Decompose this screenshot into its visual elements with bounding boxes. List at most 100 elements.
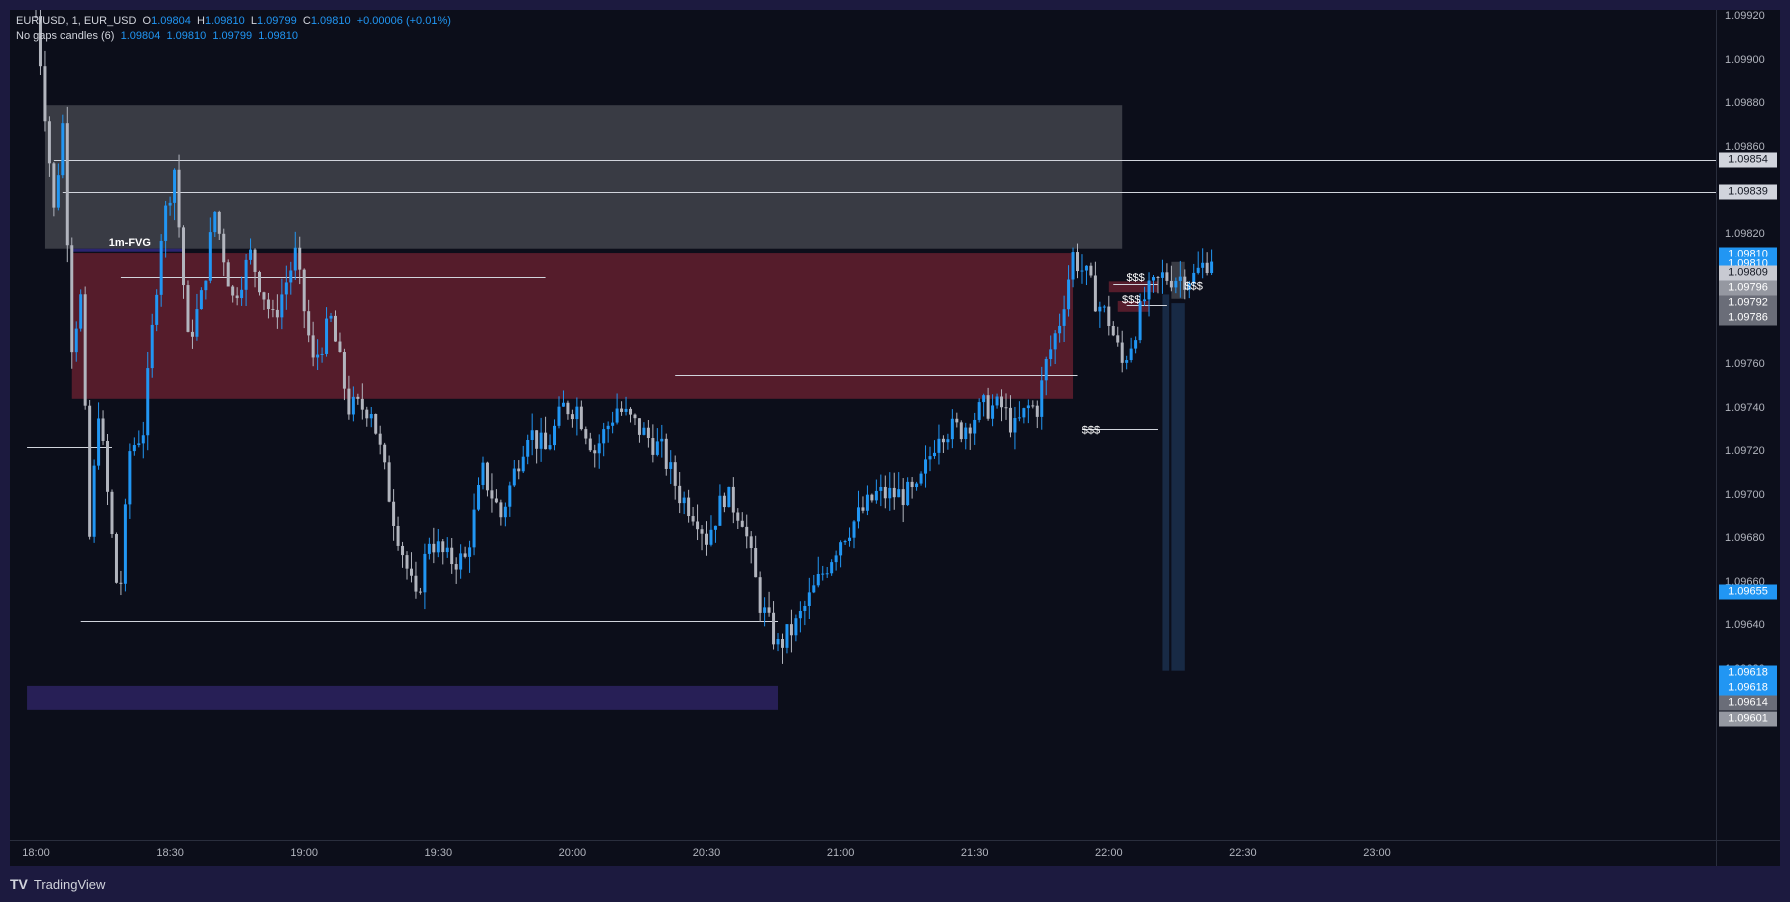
candle-body[interactable]: [620, 408, 624, 412]
candle-body[interactable]: [266, 299, 270, 310]
candle-body[interactable]: [548, 445, 552, 450]
candle-body[interactable]: [611, 422, 615, 426]
candle-body[interactable]: [812, 585, 816, 593]
candle-body[interactable]: [1102, 306, 1106, 308]
candle-body[interactable]: [423, 553, 427, 593]
candle-body[interactable]: [1169, 280, 1173, 288]
candle-body[interactable]: [302, 269, 306, 312]
candle-body[interactable]: [61, 123, 65, 176]
candle-body[interactable]: [1098, 306, 1102, 312]
tradingview-logo-icon[interactable]: TV: [10, 876, 28, 892]
candle-body[interactable]: [34, 16, 38, 17]
candle-body[interactable]: [374, 414, 378, 434]
candle-body[interactable]: [584, 429, 588, 439]
candle-body[interactable]: [722, 495, 726, 508]
candle-body[interactable]: [646, 427, 650, 439]
candle-body[interactable]: [798, 610, 802, 619]
candle-body[interactable]: [405, 555, 409, 569]
candle-body[interactable]: [852, 521, 856, 538]
candle-body[interactable]: [1192, 272, 1196, 284]
candle-body[interactable]: [316, 354, 320, 358]
candle-body[interactable]: [570, 414, 574, 420]
candle-body[interactable]: [258, 271, 261, 293]
candle-body[interactable]: [700, 529, 704, 534]
candle-body[interactable]: [517, 468, 521, 472]
candle-body[interactable]: [1062, 309, 1066, 326]
candle-body[interactable]: [772, 612, 776, 645]
candle-body[interactable]: [579, 406, 583, 430]
candle-body[interactable]: [1026, 405, 1030, 409]
candle-body[interactable]: [727, 486, 731, 508]
candle-body[interactable]: [1187, 283, 1191, 290]
candle-body[interactable]: [673, 462, 677, 486]
candle-body[interactable]: [56, 175, 60, 208]
candle-body[interactable]: [293, 247, 297, 271]
candle-body[interactable]: [454, 564, 458, 570]
candle-body[interactable]: [450, 547, 454, 565]
candle-body[interactable]: [1116, 335, 1120, 343]
candle-body[interactable]: [485, 462, 489, 491]
plot-area[interactable]: 1m-FVG $$$ $$$ $$$ $$$: [10, 10, 1716, 840]
candle-body[interactable]: [932, 452, 936, 457]
candle-body[interactable]: [637, 418, 641, 435]
candle-body[interactable]: [329, 315, 333, 319]
candle-body[interactable]: [217, 211, 221, 234]
candle-body[interactable]: [1138, 301, 1142, 341]
candle-body[interactable]: [311, 335, 315, 358]
candle-body[interactable]: [114, 534, 118, 583]
candle-body[interactable]: [360, 398, 364, 410]
candle-body[interactable]: [182, 227, 186, 286]
candle-body[interactable]: [253, 249, 257, 272]
candle-body[interactable]: [356, 396, 360, 399]
candle-body[interactable]: [1205, 262, 1209, 274]
candle-body[interactable]: [839, 542, 843, 556]
candle-body[interactable]: [834, 555, 838, 563]
candle-body[interactable]: [758, 577, 762, 613]
candle-body[interactable]: [369, 414, 373, 419]
candle-body[interactable]: [173, 169, 177, 203]
candle-body[interactable]: [745, 526, 749, 537]
candle-body[interactable]: [1080, 270, 1084, 272]
candle-body[interactable]: [146, 368, 150, 436]
candle-body[interactable]: [624, 408, 628, 412]
candle-body[interactable]: [441, 541, 445, 553]
candle-body[interactable]: [1165, 272, 1169, 281]
candle-body[interactable]: [789, 624, 793, 636]
candle-body[interactable]: [696, 521, 700, 530]
candle-body[interactable]: [1076, 252, 1080, 272]
candle-body[interactable]: [459, 553, 463, 570]
candle-body[interactable]: [38, 16, 42, 67]
candle-body[interactable]: [964, 427, 968, 440]
candle-body[interactable]: [289, 270, 293, 283]
candle-body[interactable]: [539, 432, 543, 449]
candle-body[interactable]: [937, 438, 941, 453]
candle-body[interactable]: [1152, 277, 1155, 281]
candle-body[interactable]: [106, 440, 110, 492]
candle-body[interactable]: [883, 486, 887, 499]
candle-body[interactable]: [1125, 360, 1129, 363]
candle-body[interactable]: [307, 311, 311, 336]
candle-body[interactable]: [177, 169, 181, 228]
candle-body[interactable]: [325, 318, 329, 354]
brand-name[interactable]: TradingView: [33, 876, 106, 892]
candle-body[interactable]: [463, 553, 467, 557]
candle-body[interactable]: [705, 533, 708, 545]
candle-body[interactable]: [959, 422, 963, 440]
candle-body[interactable]: [991, 405, 995, 419]
candle-body[interactable]: [664, 438, 668, 469]
candle-body[interactable]: [195, 309, 199, 337]
candle-body[interactable]: [97, 418, 101, 466]
candle-body[interactable]: [159, 240, 163, 295]
candle-body[interactable]: [731, 486, 735, 513]
candle-body[interactable]: [830, 562, 834, 574]
candle-body[interactable]: [427, 543, 431, 554]
candle-body[interactable]: [928, 456, 932, 460]
candle-body[interactable]: [1035, 405, 1039, 417]
candle-body[interactable]: [1017, 417, 1021, 419]
candle-body[interactable]: [378, 433, 382, 445]
candle-body[interactable]: [79, 294, 83, 329]
candle-body[interactable]: [168, 202, 172, 206]
candle-body[interactable]: [816, 573, 820, 586]
candle-body[interactable]: [208, 232, 212, 281]
candle-body[interactable]: [88, 405, 92, 537]
